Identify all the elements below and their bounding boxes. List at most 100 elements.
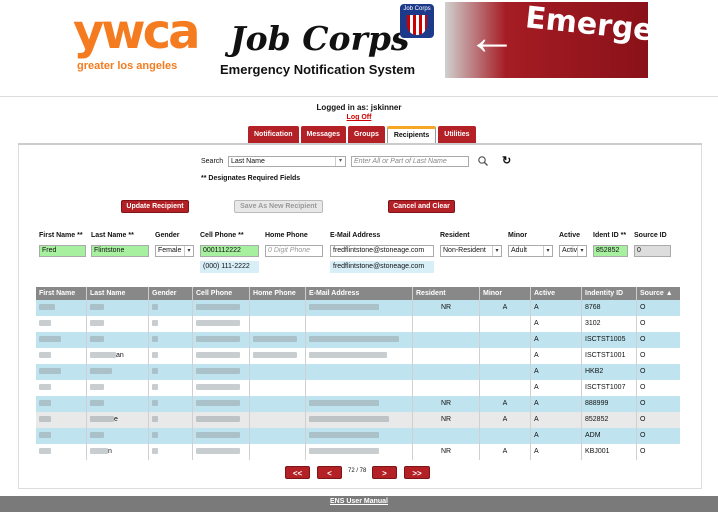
col-gender[interactable]: Gender [149, 287, 193, 300]
col-email[interactable]: E-Mail Address [306, 287, 413, 300]
tab-utilities[interactable]: Utilities [438, 126, 476, 143]
cell-source: O [640, 352, 646, 359]
save-as-new-button[interactable]: Save As New Recipient [234, 200, 323, 213]
redacted-cell [87, 364, 149, 380]
table-row[interactable]: A ISCTST1007 O [36, 380, 680, 396]
table-row[interactable]: A ADM O [36, 428, 680, 444]
table-row[interactable]: e NR A A 852852 O [36, 412, 680, 428]
cell-phone-input[interactable]: 0001112222 [200, 245, 259, 257]
first-name-input[interactable]: Fred [39, 245, 86, 257]
email-input[interactable]: fredflintstone@stoneage.com [330, 245, 434, 257]
tab-notification[interactable]: Notification [248, 126, 299, 143]
cell-source: O [640, 368, 646, 375]
ywca-logo: ywca [73, 4, 200, 60]
first-page-button[interactable]: << [285, 466, 310, 479]
table-row[interactable]: an A ISCTST1001 O [36, 348, 680, 364]
table-row[interactable]: A ISCTST1005 O [36, 332, 680, 348]
redacted-cell: an [87, 348, 149, 364]
last-page-button[interactable]: >> [404, 466, 430, 479]
redacted-cell [193, 332, 250, 348]
ident-id-input[interactable]: 852852 [593, 245, 628, 257]
recipients-table: First Name Last Name Gender Cell Phone H… [36, 287, 680, 460]
cell-resident [413, 380, 480, 396]
table-row[interactable]: NR A A 8768 O [36, 300, 680, 316]
logged-in-label: Logged in as: jskinner [316, 103, 402, 112]
main-tabs: Notification Messages Groups Recipients … [248, 126, 476, 143]
redacted-cell [149, 428, 193, 444]
tab-recipients[interactable]: Recipients [386, 126, 437, 143]
redacted-cell [36, 444, 87, 460]
user-manual-link[interactable]: ENS User Manual [330, 498, 388, 505]
tab-groups[interactable]: Groups [347, 126, 385, 143]
logoff-link[interactable]: Log Off [346, 114, 372, 121]
redacted-cell [250, 428, 306, 444]
resident-select[interactable]: Non-Resident ▾ [440, 245, 502, 257]
redacted-cell [149, 300, 193, 316]
redacted-cell [250, 316, 306, 332]
redacted-cell [87, 428, 149, 444]
table-row[interactable]: A 3102 O [36, 316, 680, 332]
cell-ident: ISCTST1007 [582, 380, 637, 396]
redacted-cell [87, 396, 149, 412]
redacted-cell [306, 332, 413, 348]
tab-messages[interactable]: Messages [300, 126, 346, 143]
redacted-cell [149, 364, 193, 380]
search-input[interactable]: Enter All or Part of Last Name [351, 156, 469, 167]
next-page-button[interactable]: > [372, 466, 397, 479]
table-row[interactable]: NR A A 888999 O [36, 396, 680, 412]
cell-ident: 3102 [582, 316, 637, 332]
gender-select[interactable]: Female ▾ [155, 245, 194, 257]
cell-source: O [640, 416, 646, 423]
col-last-name[interactable]: Last Name [87, 287, 149, 300]
table-row[interactable]: n NR A A KBJ001 O [36, 444, 680, 460]
home-phone-input[interactable]: 0 Digit Phone [265, 245, 323, 257]
refresh-icon[interactable]: ↻ [502, 155, 512, 167]
cell-minor [480, 364, 531, 380]
cell-ident: 852852 [582, 412, 637, 428]
cell-ident: ISCTST1001 [582, 348, 637, 364]
email-label: E-Mail Address [330, 232, 381, 239]
last-name-fragment: an [116, 352, 124, 359]
redacted-cell: e [87, 412, 149, 428]
last-name-input[interactable]: Flintstone [91, 245, 149, 257]
redacted-cell [250, 396, 306, 412]
redacted-cell: n [87, 444, 149, 460]
last-name-fragment: e [114, 416, 118, 423]
redacted-cell [193, 348, 250, 364]
col-cell-phone[interactable]: Cell Phone [193, 287, 250, 300]
prev-page-button[interactable]: < [317, 466, 342, 479]
col-active[interactable]: Active [531, 287, 582, 300]
redacted-cell [306, 428, 413, 444]
minor-select[interactable]: Adult ▾ [508, 245, 553, 257]
arrow-left-icon: ← [467, 9, 517, 65]
cell-resident [413, 364, 480, 380]
col-resident[interactable]: Resident [413, 287, 480, 300]
redacted-cell [193, 316, 250, 332]
redacted-cell [36, 364, 87, 380]
col-minor[interactable]: Minor [480, 287, 531, 300]
cell-ident: HKB2 [582, 364, 637, 380]
col-home-phone[interactable]: Home Phone [250, 287, 306, 300]
redacted-cell [306, 396, 413, 412]
cell-active: A [531, 364, 582, 380]
col-source[interactable]: Source ▲ [640, 290, 673, 297]
cell-source: O [640, 448, 646, 455]
table-row[interactable]: A HKB2 O [36, 364, 680, 380]
cancel-and-clear-button[interactable]: Cancel and Clear [388, 200, 455, 213]
active-select[interactable]: Activ ▾ [559, 245, 587, 257]
cell-resident: NR [413, 444, 480, 460]
redacted-cell [36, 396, 87, 412]
search-field-select[interactable]: Last Name ▾ [228, 156, 346, 167]
col-identity-id[interactable]: Indentity ID [582, 287, 637, 300]
col-first-name[interactable]: First Name [36, 287, 87, 300]
source-id-input[interactable]: 0 [634, 245, 671, 257]
required-fields-note: ** Designates Required Fields [201, 175, 301, 182]
update-recipient-button[interactable]: Update Recipient [121, 200, 189, 213]
search-icon[interactable] [477, 155, 489, 167]
cell-minor [480, 428, 531, 444]
cell-source: O [640, 432, 646, 439]
gender-value: Female [158, 247, 182, 254]
chevron-down-icon: ▾ [492, 246, 501, 256]
resident-value: Non-Resident [443, 247, 486, 254]
